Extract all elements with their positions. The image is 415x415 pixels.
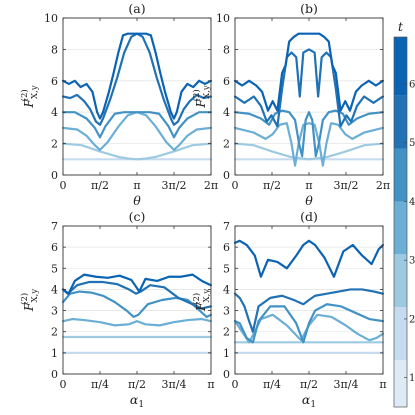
colorbar-band: [394, 360, 407, 407]
colorbar-tick-label: 6: [409, 79, 415, 90]
y-tick-label: 1: [51, 347, 58, 360]
x-tick-label: π/2: [300, 378, 318, 391]
colorbar-band: [394, 148, 407, 202]
series-line-t4: [233, 303, 385, 344]
y-tick-label: 4: [223, 106, 230, 119]
x-axis-label: θ: [305, 193, 313, 208]
panel-d: 0 1 2 3 4 5 6 7 0 π/4 π/2 3π/4 π (d) α1 FX,y(2): [191, 209, 387, 410]
axes-frame: [62, 17, 212, 176]
y-tick-label: 1: [223, 347, 230, 360]
y-tick-label: 10: [216, 12, 230, 25]
colorbar-tick-label: 5: [409, 138, 415, 149]
y-tick-label: 2: [51, 138, 58, 151]
x-axis-label: θ: [133, 193, 141, 208]
panel-a: 0 2 4 6 8 10 0 π/2 π 3π/2 2π (a) θ FX,y(2): [19, 1, 218, 208]
x-tick-label: 3π/2: [334, 179, 359, 192]
x-tick-label: π: [133, 179, 140, 192]
series-line-t5: [233, 288, 385, 333]
panel-title: (a): [128, 1, 145, 16]
x-tick-label: π: [379, 378, 386, 391]
x-tick-label: 0: [60, 179, 67, 192]
x-tick-label: π/4: [91, 378, 109, 391]
y-tick-label: 6: [51, 241, 58, 254]
y-tick-label: 5: [51, 262, 58, 275]
x-tick-label: 0: [232, 179, 239, 192]
series-line-t6: [61, 273, 213, 295]
y-tick-label: 6: [223, 75, 230, 88]
y-tick-label: 4: [51, 106, 58, 119]
y-tick-label: 3: [223, 305, 230, 318]
panel-title: (d): [300, 209, 318, 224]
y-tick-label: 0: [223, 169, 230, 182]
panel-title: (b): [300, 1, 318, 16]
colorbar-band: [394, 95, 407, 149]
series-line-t2: [61, 142, 213, 161]
x-tick-label: 0: [232, 378, 239, 391]
x-tick-label: 3π/4: [334, 378, 359, 391]
axes-frame: [234, 17, 384, 176]
y-tick-label: 6: [223, 241, 230, 254]
colorbar-band: [394, 201, 407, 255]
colorbar: 1 2 3 4 5 6 t: [393, 19, 415, 408]
series-line-t4: [61, 111, 213, 139]
series-line-t4: [61, 290, 213, 319]
colorbar-band: [394, 307, 407, 361]
y-axis-label: FX,y(2): [191, 85, 212, 108]
y-tick-label: 8: [51, 43, 58, 56]
y-tick-label: 2: [223, 138, 230, 151]
colorbar-label: t: [398, 19, 404, 34]
colorbar-frame: [393, 36, 408, 408]
y-tick-label: 0: [223, 368, 230, 381]
y-tick-label: 8: [223, 43, 230, 56]
x-tick-label: π: [207, 378, 214, 391]
y-axis-label: FX,y(2): [19, 289, 40, 312]
y-tick-label: 5: [223, 262, 230, 275]
series-line-t6: [233, 32, 385, 112]
series-line-t6: [233, 239, 385, 278]
y-tick-label: 7: [51, 220, 58, 233]
colorbar-tick-label: 1: [409, 373, 415, 384]
x-axis-label: α1: [302, 392, 316, 410]
x-tick-label: 3π/2: [162, 179, 187, 192]
x-tick-label: 0: [60, 378, 67, 391]
colorbar-band: [394, 37, 407, 96]
y-axis-label: FX,y(2): [191, 289, 212, 312]
series-line-t5: [61, 280, 213, 310]
x-tick-label: π/2: [91, 179, 109, 192]
colorbar-tick-label: 4: [409, 197, 415, 208]
y-tick-label: 7: [223, 220, 230, 233]
y-tick-label: 2: [223, 326, 230, 339]
colorbar-tick-label: 3: [409, 256, 415, 267]
y-tick-label: 0: [51, 169, 58, 182]
x-tick-label: 2π: [376, 179, 390, 192]
y-tick-label: 6: [51, 75, 58, 88]
series-line-t2: [233, 142, 385, 161]
x-tick-label: π/4: [263, 378, 281, 391]
panel-title: (c): [129, 209, 146, 224]
x-tick-label: π/2: [263, 179, 281, 192]
series-line-t5: [233, 48, 385, 128]
series-line-t6: [61, 32, 213, 120]
x-tick-label: 3π/4: [162, 378, 187, 391]
y-tick-label: 4: [223, 283, 230, 296]
colorbar-band: [394, 254, 407, 308]
y-tick-label: 2: [51, 326, 58, 339]
y-tick-label: 10: [44, 12, 58, 25]
y-tick-label: 0: [51, 368, 58, 381]
y-axis-label: FX,y(2): [19, 85, 40, 108]
panel-c: 0 1 2 3 4 5 6 7 0 π/4 π/2 3π/4 π (c) α1 FX,y(2): [19, 209, 215, 410]
x-tick-label: 2π: [204, 179, 218, 192]
x-tick-label: π/2: [128, 378, 146, 391]
series-line-t3: [61, 317, 213, 327]
panel-b: 0 2 4 6 8 10 0 π/2 π 3π/2 2π (b) θ FX,y(2): [191, 1, 390, 208]
series-line-t3: [233, 313, 385, 344]
series-line-t3: [233, 122, 385, 167]
colorbar-tick-label: 2: [409, 314, 415, 325]
x-tick-label: π: [305, 179, 312, 192]
y-tick-label: 4: [51, 283, 58, 296]
y-tick-label: 3: [51, 305, 58, 318]
x-axis-label: α1: [130, 392, 144, 410]
